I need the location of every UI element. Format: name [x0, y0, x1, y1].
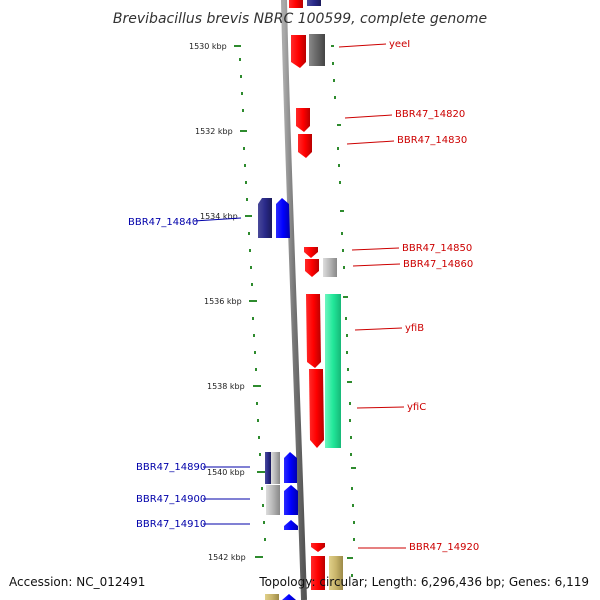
gene-feature-bbr47-14850[interactable] — [304, 247, 318, 258]
gene-features — [258, 0, 343, 600]
gene-feature-bbr47-14820[interactable] — [296, 108, 310, 132]
gene-feature[interactable] — [289, 0, 303, 8]
gene-feature[interactable] — [329, 556, 343, 590]
gene-feature[interactable] — [323, 258, 337, 277]
gene-feature-yfib[interactable] — [306, 294, 321, 368]
map-title: Brevibacillus brevis NBRC 100599, comple… — [113, 11, 487, 27]
tick-labels: 1530 kbp 1532 kbp 1534 kbp 1536 kbp 1538… — [189, 42, 246, 562]
gene-label[interactable]: yfiB — [405, 323, 424, 334]
gene-label[interactable]: BBR47_14820 — [395, 109, 465, 120]
gene-feature-bbr47-14910[interactable] — [284, 520, 298, 530]
gene-feature-bbr47-14920[interactable] — [311, 543, 325, 552]
tick-label: 1534 kbp — [200, 212, 238, 221]
outer-track-dots — [331, 45, 356, 577]
gene-label[interactable]: BBR47_14860 — [403, 259, 473, 270]
gene-label[interactable]: BBR47_14900 — [136, 494, 206, 505]
tick-label: 1536 kbp — [204, 297, 242, 306]
gene-feature[interactable] — [311, 556, 325, 590]
gene-feature[interactable] — [284, 485, 298, 515]
tick-label: 1532 kbp — [195, 127, 233, 136]
gene-label[interactable]: yeeI — [389, 39, 410, 50]
genome-backbone — [281, 0, 307, 600]
gene-label[interactable]: BBR47_14910 — [136, 519, 206, 530]
gene-labels-reverse: BBR47_14840 BBR47_14890 BBR47_14900 BBR4… — [128, 217, 206, 530]
gene-label[interactable]: BBR47_14920 — [409, 542, 479, 553]
gene-feature-bbr47-14830[interactable] — [298, 134, 312, 158]
gene-feature[interactable] — [265, 594, 279, 600]
gene-feature-bbr47-14900[interactable] — [266, 485, 280, 515]
gene-label[interactable]: BBR47_14840 — [128, 217, 198, 228]
inner-track-dots — [239, 58, 266, 541]
gene-feature-yeei[interactable] — [291, 35, 306, 68]
gene-feature[interactable] — [282, 594, 296, 600]
tick-label: 1542 kbp — [208, 553, 246, 562]
gene-feature[interactable] — [309, 34, 325, 66]
gene-feature[interactable] — [271, 452, 280, 484]
gene-feature[interactable] — [307, 0, 321, 6]
gene-labels-forward: yeeI BBR47_14820 BBR47_14830 BBR47_14850… — [389, 39, 479, 553]
tick-marks — [234, 45, 265, 558]
gene-label[interactable]: BBR47_14850 — [402, 243, 472, 254]
label-leaders-forward — [338, 43, 406, 549]
genome-summary-text: Topology: circular; Length: 6,296,436 bp… — [258, 575, 589, 589]
gene-feature-bbr47-14890[interactable] — [265, 452, 271, 484]
tick-label: 1540 kbp — [207, 468, 245, 477]
tick-label: 1538 kbp — [207, 382, 245, 391]
gene-feature-yfic[interactable] — [309, 369, 324, 448]
rrna-feature[interactable] — [325, 294, 341, 448]
label-leaders-reverse — [193, 217, 250, 525]
gene-label[interactable]: BBR47_14890 — [136, 462, 206, 473]
gene-feature[interactable] — [284, 452, 297, 483]
gene-feature-bbr47-14860[interactable] — [305, 259, 319, 277]
gene-feature[interactable] — [276, 198, 290, 238]
tick-label: 1530 kbp — [189, 42, 227, 51]
gene-feature-bbr47-14840[interactable] — [258, 198, 272, 238]
accession-text: Accession: NC_012491 — [9, 575, 145, 589]
gene-label[interactable]: BBR47_14830 — [397, 135, 467, 146]
gene-label[interactable]: yfiC — [407, 402, 426, 413]
